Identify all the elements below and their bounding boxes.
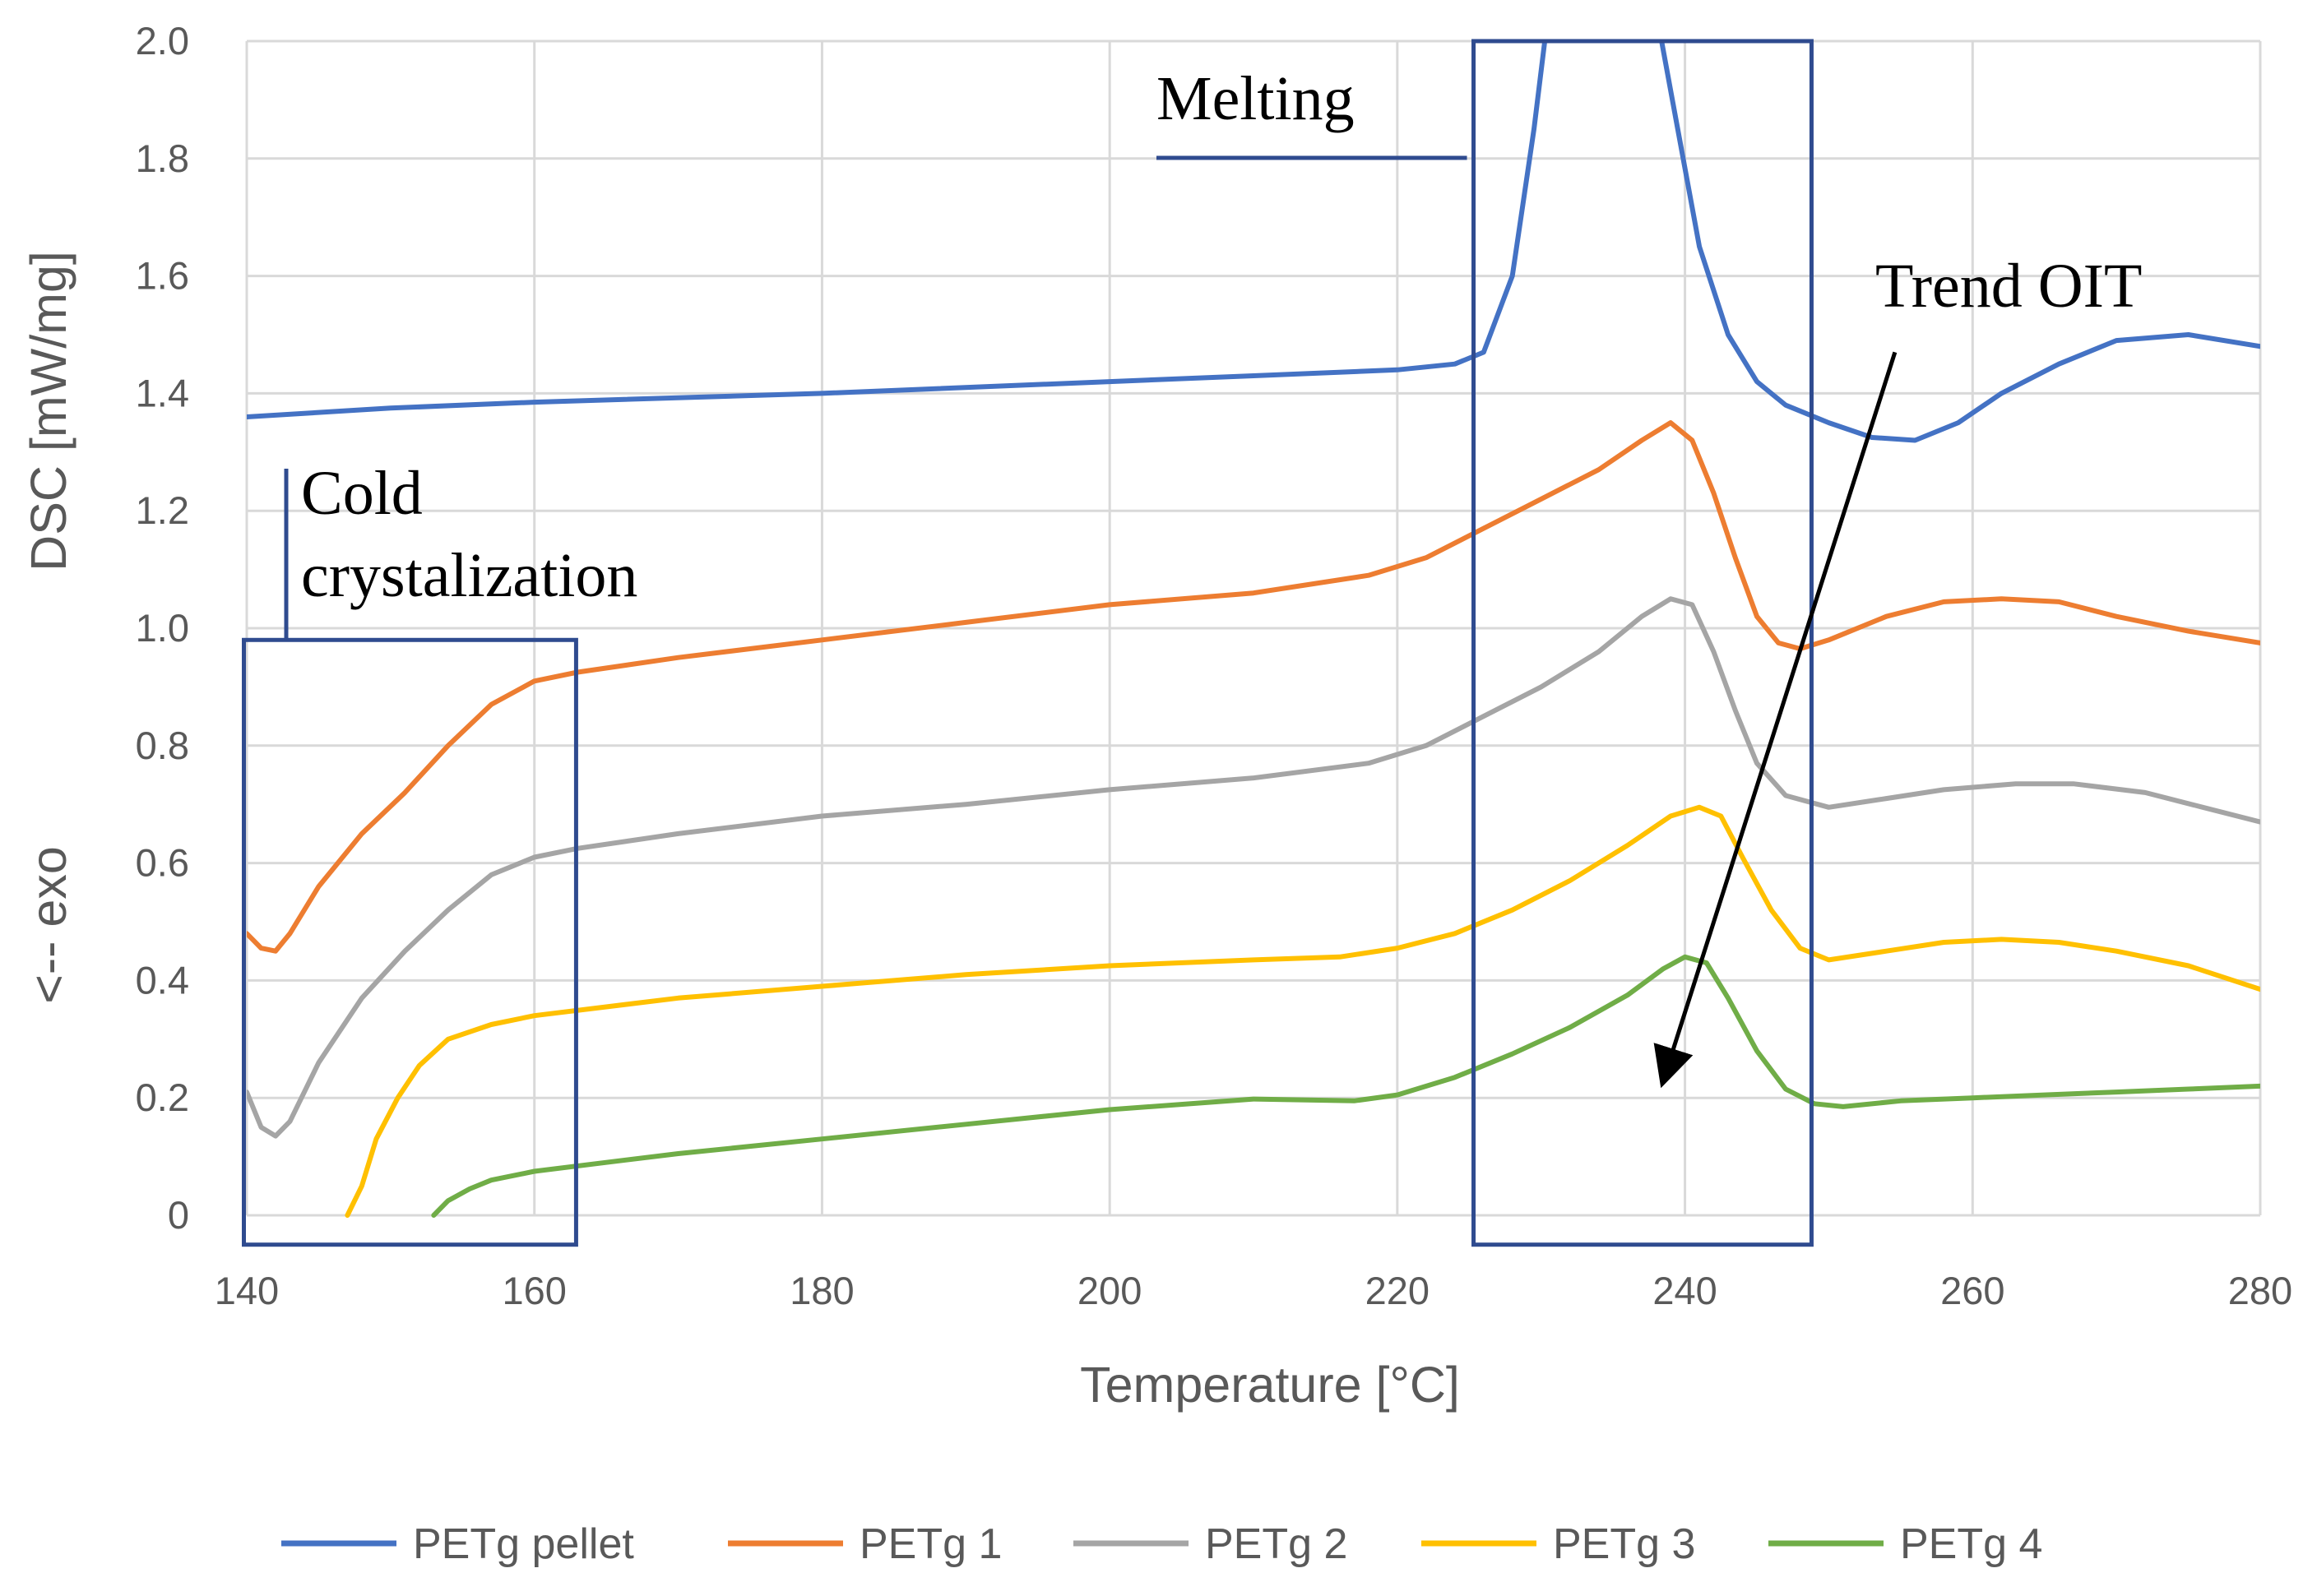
y-tick-label: 1.2 xyxy=(136,488,189,532)
legend-label: PETg 1 xyxy=(860,1520,1002,1568)
y-tick-label: 0.2 xyxy=(136,1076,189,1119)
y-axis-title: DSC [mW/mg] xyxy=(21,251,76,571)
trend-label: Trend OIT xyxy=(1875,252,2142,321)
y-tick-label: 0.8 xyxy=(136,724,189,767)
series-line-5 xyxy=(431,954,2260,1218)
cold-crystallization-box xyxy=(242,637,578,1247)
x-tick-label: 140 xyxy=(215,1269,279,1312)
legend-item-1: PETg pellet xyxy=(281,1520,634,1568)
y-tick-label: 1.4 xyxy=(136,371,189,414)
x-tick-label: 240 xyxy=(1652,1269,1717,1312)
legend-label: PETg 3 xyxy=(1553,1520,1695,1568)
legend-item-2: PETg 1 xyxy=(728,1520,1002,1568)
melting-box xyxy=(1471,39,1814,1247)
x-tick-label: 200 xyxy=(1077,1269,1142,1312)
series-line-1 xyxy=(247,41,2260,443)
annotations: Melting Cold crystalization Trend OIT xyxy=(242,39,2142,1247)
x-tick-label: 180 xyxy=(790,1269,854,1312)
legend-item-4: PETg 3 xyxy=(1421,1520,1695,1568)
y-tick-label: 0.6 xyxy=(136,841,189,885)
series-line-2 xyxy=(247,420,2260,954)
y-tick-label: 1.8 xyxy=(136,136,189,180)
trend-arrow xyxy=(1653,351,1898,1089)
legend-item-5: PETg 4 xyxy=(1768,1520,2042,1568)
gridlines xyxy=(245,39,2262,1217)
cold-crystallization-label-line1: Cold xyxy=(301,459,423,528)
x-tick-label: 220 xyxy=(1365,1269,1430,1312)
x-tick-label: 280 xyxy=(2228,1269,2292,1312)
axes: 0 0.2 0.4 0.6 0.8 1.0 1.2 1.4 1.6 1.8 2.0 140 160 180… xyxy=(21,19,2292,1413)
x-tick-label: 260 xyxy=(1940,1269,2004,1312)
series-line-4 xyxy=(345,804,2260,1218)
melting-label: Melting xyxy=(1156,64,1355,133)
legend-item-3: PETg 2 xyxy=(1073,1520,1347,1568)
cold-crystallization-label-line2: crystalization xyxy=(301,541,637,610)
y-tick-label: 1.6 xyxy=(136,254,189,298)
x-axis-title: Temperature [°C] xyxy=(1080,1357,1460,1413)
x-tick-label: 160 xyxy=(503,1269,567,1312)
legend-label: PETg 2 xyxy=(1205,1520,1347,1568)
legend-label: PETg pellet xyxy=(413,1520,634,1568)
y-tick-label: 2.0 xyxy=(136,19,189,62)
legend: PETg pellet PETg 1 PETg 2 PETg 3 PETg 4 xyxy=(281,1520,2042,1568)
legend-label: PETg 4 xyxy=(1900,1520,2042,1568)
y-tick-label: 0.4 xyxy=(136,958,189,1002)
y-axis-subtitle: <-- exo xyxy=(21,846,76,1004)
y-tick-label: 0 xyxy=(168,1193,189,1237)
series-lines xyxy=(247,41,2260,1218)
series-line-3 xyxy=(247,596,2260,1139)
y-tick-label: 1.0 xyxy=(136,606,189,650)
